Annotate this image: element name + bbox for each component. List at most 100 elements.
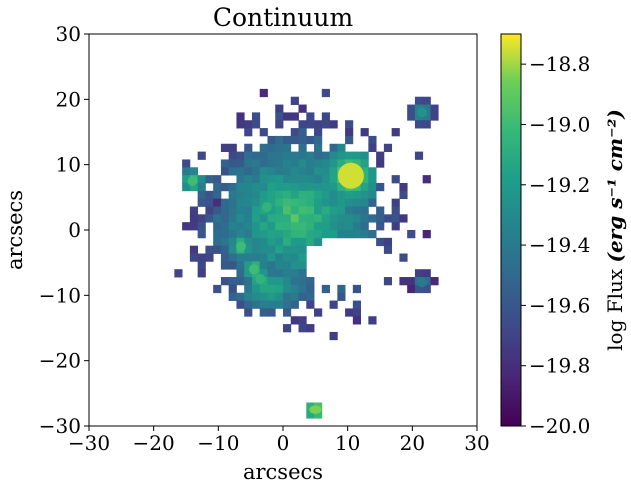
heatmap-cell (407, 284, 416, 294)
heatmap-cell (220, 159, 230, 168)
heatmap-cell (314, 182, 323, 192)
heatmap-cell (244, 277, 253, 286)
heatmap-cell (337, 214, 346, 223)
source-east-knot (417, 277, 428, 288)
source-bright-source (337, 162, 364, 189)
heatmap-cell (306, 214, 315, 223)
colorbar-tick-label: −18.8 (529, 52, 590, 76)
heatmap-cell (267, 237, 276, 247)
heatmap-cell (228, 151, 237, 160)
heatmap-cell (391, 222, 400, 231)
heatmap-cell (360, 198, 369, 207)
heatmap-cell (298, 128, 307, 137)
heatmap-cell (391, 175, 400, 184)
heatmap-cell (236, 253, 245, 262)
heatmap-cell (329, 143, 338, 152)
heatmap-cell (422, 269, 431, 278)
heatmap-cell (337, 206, 346, 215)
heatmap-cell (244, 206, 253, 215)
heatmap-cell (182, 182, 191, 192)
heatmap-cell (298, 230, 307, 239)
y-tick-label: 10 (56, 153, 81, 177)
heatmap-cell (306, 206, 315, 215)
heatmap-cell (321, 284, 330, 294)
heatmap-cell (290, 300, 299, 309)
heatmap-cell (275, 253, 284, 262)
heatmap-cell (298, 143, 307, 152)
heatmap-cell (228, 159, 237, 168)
heatmap-cell (368, 198, 377, 207)
heatmap-cell (244, 159, 253, 168)
heatmap-cell (306, 402, 315, 411)
heatmap-cell (383, 277, 393, 286)
colorbar-ticks: −20.0 −19.8 −19.6 −19.4 −19.2 −19.0 −18.8 (521, 52, 590, 438)
heatmap-cell (244, 300, 253, 309)
heatmap-cell (205, 198, 214, 207)
heatmap-cell (275, 292, 284, 301)
y-tick-label: 20 (56, 87, 81, 111)
heatmap-cell (213, 175, 222, 184)
heatmap-cell (205, 253, 214, 262)
heatmap-cell (360, 175, 369, 184)
heatmap-cell (290, 277, 299, 286)
heatmap-cell (314, 120, 323, 129)
heatmap-cell (236, 120, 245, 129)
heatmap-cell (345, 222, 354, 231)
heatmap-cell (251, 214, 261, 223)
heatmap-cell (220, 237, 230, 247)
heatmap-cell (368, 135, 377, 145)
heatmap-cell (205, 175, 214, 184)
heatmap-cell (259, 167, 268, 176)
heatmap-cell (306, 284, 315, 294)
heatmap-cell (267, 284, 276, 294)
heatmap-cell (321, 214, 330, 223)
heatmap-cell (321, 159, 330, 168)
heatmap-cell (283, 190, 292, 200)
heatmap-cell (213, 245, 222, 254)
heatmap-cell (352, 300, 361, 309)
heatmap-cell (306, 198, 315, 207)
heatmap-cell (414, 269, 424, 278)
heatmap-cell (259, 237, 268, 247)
heatmap-cell (259, 261, 268, 270)
heatmap-cell (267, 198, 276, 207)
heatmap-cell (298, 316, 307, 325)
heatmap-cell (422, 230, 431, 239)
heatmap-cell (321, 222, 330, 231)
heatmap-cell (383, 245, 393, 254)
heatmap-cell (197, 182, 206, 192)
heatmap-cell (228, 253, 237, 262)
heatmap-cell (376, 182, 385, 192)
heatmap-cell (197, 222, 206, 231)
heatmap-cell (283, 269, 292, 278)
heatmap-cell (345, 135, 354, 145)
heatmap-cell (399, 277, 408, 286)
heatmap-cell (337, 143, 346, 152)
heatmap-cell (422, 96, 431, 105)
heatmap-layer (174, 88, 439, 419)
heatmap-cell (345, 120, 354, 129)
heatmap-cell (182, 159, 191, 168)
heatmap-cell (220, 277, 230, 286)
heatmap-cell (314, 151, 323, 160)
heatmap-cell (368, 190, 377, 200)
heatmap-cell (329, 190, 338, 200)
heatmap-cell (314, 237, 323, 247)
heatmap-cell (275, 214, 284, 223)
heatmap-cell (259, 143, 268, 152)
heatmap-cell (298, 159, 307, 168)
heatmap-cell (345, 230, 354, 239)
heatmap-cell (228, 214, 237, 223)
heatmap-cell (283, 222, 292, 231)
heatmap-cell (244, 269, 253, 278)
heatmap-cell (259, 151, 268, 160)
heatmap-cell (321, 175, 330, 184)
heatmap-cell (290, 206, 299, 215)
heatmap-cell (283, 175, 292, 184)
source-central-knot (261, 202, 272, 213)
heatmap-cell (244, 120, 253, 129)
heatmap-cell (275, 182, 284, 192)
heatmap-cell (259, 214, 268, 223)
heatmap-cell (290, 167, 299, 176)
